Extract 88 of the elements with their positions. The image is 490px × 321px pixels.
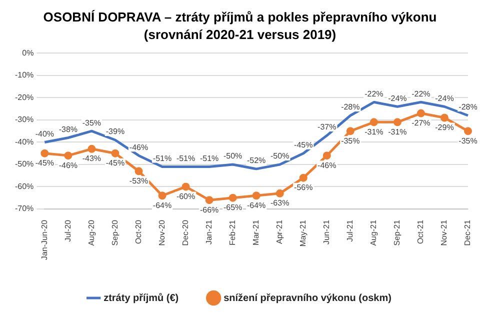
x-tick-label: Aug-20 (86, 219, 96, 246)
y-tick-label: -50% (14, 160, 34, 169)
point (40, 149, 49, 158)
y-tick-label: -20% (14, 92, 34, 102)
data-label: -35% (341, 136, 360, 146)
y-tick-label: -40% (14, 137, 34, 146)
data-label: -22% (412, 89, 430, 98)
data-label: -45% (294, 140, 313, 150)
y-tick-label: -60% (14, 182, 34, 191)
point (158, 192, 166, 200)
data-label: -22% (364, 89, 384, 98)
data-label: -52% (246, 156, 266, 166)
y-tick-label: -70% (14, 204, 34, 214)
data-label: -56% (294, 183, 313, 192)
point (88, 144, 96, 153)
data-label: -51% (176, 154, 196, 163)
data-label: -24% (388, 94, 407, 103)
data-label: -31% (364, 127, 384, 136)
point (440, 114, 448, 122)
point (346, 127, 354, 136)
chart-subtitle: (srovnání 2020-21 versus 2019) (144, 26, 336, 42)
point (228, 194, 237, 202)
data-label: -35% (82, 118, 102, 128)
data-label: -50% (223, 152, 242, 161)
point (182, 182, 190, 191)
data-label: -66% (200, 205, 219, 214)
x-tick-label: Jun-21 (322, 219, 332, 244)
point (370, 118, 378, 126)
data-label: -46% (129, 142, 148, 152)
data-label: -53% (129, 176, 148, 186)
y-tick-label: -30% (14, 115, 34, 124)
x-tick-label: Jan-21 (204, 219, 214, 244)
data-label: -43% (82, 154, 102, 164)
point (134, 167, 143, 176)
chart-title: OSOBNÍ DOPRAVA – ztráty příjmů a pokles přepravního výkonu (43, 9, 437, 24)
y-tick-label: -10% (14, 70, 34, 80)
data-label: -50% (270, 152, 290, 161)
data-label: -29% (435, 122, 454, 132)
data-label: -65% (223, 203, 242, 212)
point (64, 152, 72, 160)
data-label: -64% (246, 200, 266, 210)
data-label: -46% (58, 160, 78, 170)
x-tick-label: Jul-21 (346, 219, 355, 242)
data-label: -27% (412, 118, 430, 128)
data-label: -45% (35, 158, 54, 168)
point (464, 127, 472, 136)
data-label: -63% (270, 198, 290, 208)
legend-label: snížení přepravního výkonu (oskm) (224, 292, 392, 304)
point (252, 192, 260, 200)
data-label: -35% (458, 136, 478, 146)
x-tick-label: Aug-21 (369, 219, 378, 246)
point (416, 109, 425, 118)
x-tick-label: Nov-20 (157, 219, 166, 246)
point (276, 189, 284, 198)
x-tick-label: Sep-20 (110, 219, 120, 246)
data-label: -39% (106, 127, 125, 136)
point (322, 152, 331, 160)
x-tick-label: Nov-21 (440, 219, 449, 246)
data-label: -40% (35, 129, 54, 138)
data-label: -45% (106, 158, 125, 168)
data-label: -24% (435, 94, 454, 103)
data-label: -51% (152, 154, 172, 163)
legend-label: ztráty příjmů (€) (104, 292, 179, 304)
data-label: -64% (152, 200, 172, 210)
x-tick-label: Feb-21 (228, 219, 238, 246)
x-tick-label: Mar-21 (252, 219, 261, 246)
data-label: -28% (341, 102, 360, 112)
x-tick-label: Apr-21 (275, 219, 284, 244)
data-label: -31% (388, 127, 407, 136)
x-tick-label: Dec-20 (180, 219, 190, 246)
x-tick-label: Oct-21 (416, 219, 426, 244)
x-tick-label: Oct-20 (134, 219, 143, 244)
data-label: -38% (58, 124, 78, 134)
point (205, 196, 214, 204)
data-label: -28% (458, 102, 478, 112)
point (393, 118, 402, 126)
data-label: -37% (318, 122, 336, 132)
x-tick-label: Sep-21 (392, 219, 402, 246)
y-tick-label: 0% (22, 48, 34, 58)
x-tick-label: Jul-20 (63, 219, 72, 242)
data-label: -60% (176, 192, 196, 201)
point (299, 174, 308, 182)
x-tick-label: Dec-21 (463, 219, 472, 246)
x-tick-label: May-21 (298, 219, 308, 247)
point (111, 149, 120, 158)
data-label: -51% (200, 154, 219, 163)
x-tick-label: Jan-Jun-20 (40, 219, 49, 260)
data-label: -46% (318, 160, 336, 170)
